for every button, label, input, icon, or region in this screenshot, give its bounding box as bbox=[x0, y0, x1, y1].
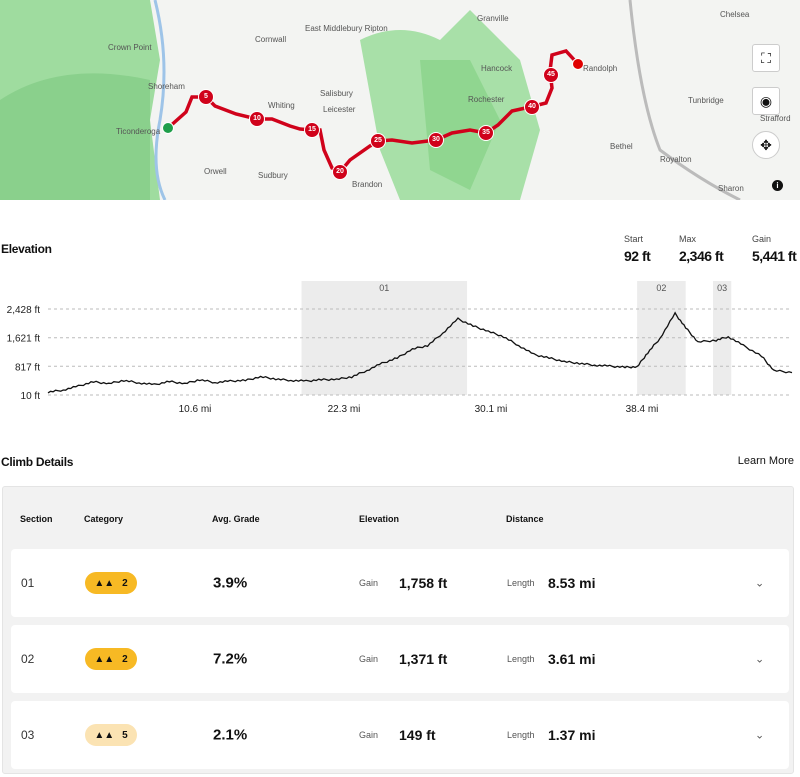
map-place-label: Granville bbox=[477, 14, 509, 23]
length-label: Length bbox=[507, 654, 535, 664]
map-place-label: Sharon bbox=[718, 184, 744, 193]
climb-details-title: Climb Details bbox=[1, 455, 74, 469]
x-tick-label: 38.4 mi bbox=[626, 404, 659, 415]
category-badge: ▲▲ 2 bbox=[85, 572, 137, 594]
map-place-label: Cornwall bbox=[255, 35, 287, 44]
map-place-label: Ticonderoga bbox=[116, 127, 161, 136]
x-tick-label: 10.6 mi bbox=[179, 404, 212, 415]
stat-gain: Gain 5,441 ft bbox=[752, 234, 797, 264]
length-value: 3.61 mi bbox=[548, 651, 596, 667]
y-tick-label: 1,621 ft bbox=[7, 334, 41, 345]
length-value: 8.53 mi bbox=[548, 575, 596, 591]
pan-button[interactable]: ✥ bbox=[752, 131, 780, 159]
gain-value: 149 ft bbox=[399, 727, 436, 743]
mile-marker: 15 bbox=[304, 122, 320, 138]
stat-max: Max 2,346 ft bbox=[679, 234, 724, 264]
section-number: 03 bbox=[21, 728, 35, 742]
section-number: 02 bbox=[21, 652, 35, 666]
map-place-label: Chelsea bbox=[720, 10, 750, 19]
y-tick-label: 10 ft bbox=[21, 391, 41, 402]
climb-row[interactable]: 02 ▲▲ 2 7.2% Gain 1,371 ft Length 3.61 mi… bbox=[11, 625, 789, 693]
map-place-label: Bethel bbox=[610, 142, 633, 151]
map-place-label: Hancock bbox=[481, 64, 513, 73]
learn-more-link[interactable]: Learn More bbox=[737, 455, 794, 467]
x-tick-label: 22.3 mi bbox=[328, 404, 361, 415]
gain-value: 1,758 ft bbox=[399, 575, 448, 591]
category-value: 2 bbox=[122, 577, 128, 589]
route-end-marker bbox=[572, 58, 584, 70]
recenter-button[interactable]: ◉ bbox=[752, 87, 780, 115]
map-place-label: Rochester bbox=[468, 95, 505, 104]
category-value: 2 bbox=[122, 653, 128, 665]
map-place-label: Strafford bbox=[760, 114, 791, 123]
section-label: 01 bbox=[379, 283, 389, 293]
category-value: 5 bbox=[122, 729, 128, 741]
y-tick-label: 2,428 ft bbox=[7, 305, 41, 316]
map-place-label: Salisbury bbox=[320, 89, 353, 98]
gain-label: Gain bbox=[359, 730, 379, 740]
mile-marker: 10 bbox=[249, 111, 265, 127]
route-start-marker bbox=[162, 122, 174, 134]
gain-value: 1,371 ft bbox=[399, 651, 448, 667]
map-place-label: Leicester bbox=[323, 105, 356, 114]
mountain-icon: ▲▲ bbox=[94, 577, 115, 589]
mountain-icon: ▲▲ bbox=[94, 729, 115, 741]
avg-grade: 3.9% bbox=[213, 574, 248, 592]
elevation-line bbox=[47, 311, 793, 394]
map-place-label: Tunbridge bbox=[688, 96, 724, 105]
map-place-label: East Middlebury Ripton bbox=[305, 24, 388, 33]
mile-marker: 30 bbox=[428, 132, 444, 148]
map-place-label: Whiting bbox=[268, 101, 295, 110]
fullscreen-icon: ⛶ bbox=[761, 49, 771, 66]
section-label: 03 bbox=[717, 283, 727, 293]
expand-chevron-icon[interactable]: ⌄ bbox=[755, 577, 765, 590]
header-section: Section bbox=[20, 514, 53, 524]
fullscreen-button[interactable]: ⛶ bbox=[752, 44, 780, 72]
expand-chevron-icon[interactable]: ⌄ bbox=[755, 653, 765, 666]
category-badge: ▲▲ 5 bbox=[85, 724, 137, 746]
climb-row[interactable]: 03 ▲▲ 5 2.1% Gain 149 ft Length 1.37 mi ⌄ bbox=[11, 701, 789, 769]
mile-marker: 40 bbox=[524, 99, 540, 115]
header-distance: Distance bbox=[506, 514, 544, 524]
section-number: 01 bbox=[21, 576, 35, 590]
map-place-label: Royalton bbox=[660, 155, 692, 164]
elevation-chart[interactable]: 01 02 03 2,428 ft 1,621 ft 817 ft 10 ft 10.6 mi… bbox=[0, 275, 800, 425]
mile-marker: 25 bbox=[370, 133, 386, 149]
expand-chevron-icon[interactable]: ⌄ bbox=[755, 729, 765, 742]
category-badge: ▲▲ 2 bbox=[85, 648, 137, 670]
length-label: Length bbox=[507, 578, 535, 588]
y-tick-label: 817 ft bbox=[15, 362, 40, 373]
avg-grade: 2.1% bbox=[213, 726, 248, 744]
map-place-label: Crown Point bbox=[108, 43, 152, 52]
x-tick-label: 30.1 mi bbox=[475, 404, 508, 415]
mile-marker: 45 bbox=[543, 67, 559, 83]
header-category: Category bbox=[84, 514, 124, 524]
mile-marker: 5 bbox=[198, 89, 214, 105]
stat-start: Start 92 ft bbox=[624, 234, 651, 264]
climb-table: Section Category Avg. Grade Elevation Di… bbox=[2, 486, 794, 774]
map-place-label: Orwell bbox=[204, 167, 227, 176]
mile-marker: 35 bbox=[478, 125, 494, 141]
length-value: 1.37 mi bbox=[548, 727, 596, 743]
section-label: 02 bbox=[656, 283, 666, 293]
mountain-icon: ▲▲ bbox=[94, 653, 115, 665]
gain-label: Gain bbox=[359, 578, 379, 588]
map-place-label: Brandon bbox=[352, 180, 383, 189]
gain-label: Gain bbox=[359, 654, 379, 664]
length-label: Length bbox=[507, 730, 535, 740]
recenter-icon: ◉ bbox=[759, 92, 773, 109]
avg-grade: 7.2% bbox=[213, 650, 248, 668]
elevation-title: Elevation bbox=[1, 242, 52, 256]
header-grade: Avg. Grade bbox=[212, 514, 260, 524]
mile-marker: 20 bbox=[332, 164, 348, 180]
map-place-label: Shoreham bbox=[148, 82, 185, 91]
climb-row[interactable]: 01 ▲▲ 2 3.9% Gain 1,758 ft Length 8.53 mi… bbox=[11, 549, 789, 617]
pan-icon: ✥ bbox=[760, 136, 772, 153]
map-place-label: Sudbury bbox=[258, 171, 288, 180]
route-map[interactable]: Crown Point Cornwall East Middlebury Ripto… bbox=[0, 0, 800, 200]
header-elevation: Elevation bbox=[359, 514, 400, 524]
map-base bbox=[0, 0, 741, 200]
info-icon[interactable]: i bbox=[772, 180, 783, 191]
map-place-label: Randolph bbox=[583, 64, 618, 73]
